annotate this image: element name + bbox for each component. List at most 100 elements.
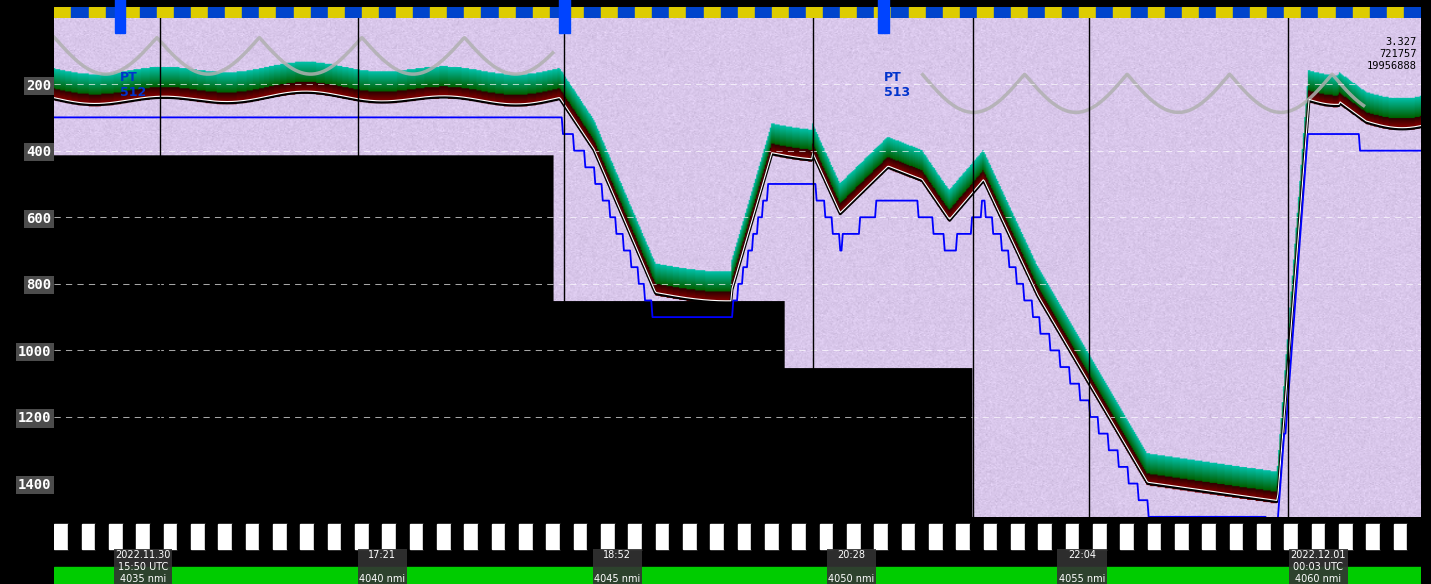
Bar	[635, 7, 644, 18]
Text: 3.327
721757
19956888: 3.327 721757 19956888	[1367, 37, 1417, 71]
Bar	[1285, 7, 1292, 18]
Bar	[1352, 7, 1361, 18]
Bar	[1344, 7, 1352, 18]
Bar	[276, 7, 285, 18]
Bar	[840, 7, 849, 18]
Bar	[1216, 7, 1225, 18]
Bar	[132, 7, 140, 18]
Bar	[1105, 7, 1113, 18]
Bar	[797, 7, 806, 18]
Bar	[175, 7, 183, 18]
Bar	[1271, 523, 1285, 549]
Bar	[943, 7, 952, 18]
Bar	[1256, 523, 1271, 549]
Bar	[1301, 7, 1309, 18]
Bar	[1070, 7, 1079, 18]
Bar	[405, 7, 414, 18]
Bar	[388, 7, 396, 18]
Bar	[943, 523, 956, 549]
Bar	[72, 7, 80, 18]
Bar	[857, 7, 866, 18]
Bar	[1079, 7, 1088, 18]
Bar	[934, 7, 943, 18]
Bar	[831, 7, 840, 18]
Bar	[362, 7, 371, 18]
Bar	[1120, 523, 1133, 549]
Bar	[1298, 523, 1312, 549]
Bar	[1162, 523, 1175, 549]
Bar	[926, 7, 934, 18]
Bar	[627, 7, 635, 18]
Bar	[806, 7, 814, 18]
Bar	[778, 523, 793, 549]
Bar	[464, 7, 472, 18]
Bar	[1156, 7, 1165, 18]
Bar	[997, 523, 1012, 549]
Bar	[242, 7, 250, 18]
Bar	[1039, 523, 1052, 549]
Bar	[1251, 7, 1259, 18]
Bar	[655, 523, 670, 549]
Bar	[960, 7, 969, 18]
Text: PT
512: PT 512	[120, 71, 146, 99]
Bar	[54, 7, 63, 18]
Bar	[1234, 7, 1242, 18]
Bar	[952, 7, 960, 18]
Bar	[163, 523, 177, 549]
Bar	[342, 523, 355, 549]
Bar	[697, 523, 710, 549]
Bar	[820, 523, 833, 549]
Bar	[1404, 7, 1412, 18]
Bar	[713, 7, 721, 18]
Bar	[678, 7, 687, 18]
Bar	[259, 7, 268, 18]
Bar	[532, 523, 547, 549]
Bar	[1394, 523, 1407, 549]
Bar	[1242, 7, 1251, 18]
Bar	[1025, 523, 1039, 549]
Text: 17:21

4040 nmi: 17:21 4040 nmi	[359, 550, 405, 583]
Bar	[319, 7, 328, 18]
Bar	[498, 7, 507, 18]
Bar	[109, 523, 123, 549]
Bar	[328, 7, 336, 18]
Bar	[478, 523, 492, 549]
Bar	[150, 523, 163, 549]
Bar	[1276, 7, 1285, 18]
Text: 22:04

4055 nmi: 22:04 4055 nmi	[1059, 550, 1105, 583]
Bar	[250, 7, 259, 18]
Text: 2022.11.30
15:50 UTC
4035 nmi: 2022.11.30 15:50 UTC 4035 nmi	[116, 550, 170, 583]
Bar	[1165, 7, 1173, 18]
Bar	[336, 7, 345, 18]
Bar	[481, 7, 489, 18]
Bar	[1285, 523, 1298, 549]
Bar	[285, 7, 293, 18]
Bar	[670, 523, 683, 549]
Bar	[409, 523, 424, 549]
Bar	[379, 7, 388, 18]
Bar	[219, 523, 232, 549]
Bar	[1229, 523, 1244, 549]
Bar	[1106, 523, 1120, 549]
Bar	[1318, 7, 1327, 18]
Bar	[1407, 523, 1421, 549]
Bar	[751, 523, 766, 549]
Bar	[541, 7, 550, 18]
Bar	[1012, 7, 1019, 18]
Bar	[1208, 7, 1216, 18]
Bar	[766, 523, 778, 549]
Bar	[1259, 7, 1268, 18]
Bar	[166, 7, 175, 18]
Bar	[286, 523, 301, 549]
Bar	[116, 0, 124, 11]
Bar	[313, 523, 328, 549]
Bar	[592, 7, 601, 18]
Bar	[558, 7, 567, 18]
Bar	[328, 523, 342, 549]
Bar	[849, 7, 857, 18]
Bar	[1045, 7, 1053, 18]
Bar	[492, 523, 505, 549]
Bar	[431, 7, 439, 18]
Bar	[157, 7, 166, 18]
Bar	[587, 523, 601, 549]
